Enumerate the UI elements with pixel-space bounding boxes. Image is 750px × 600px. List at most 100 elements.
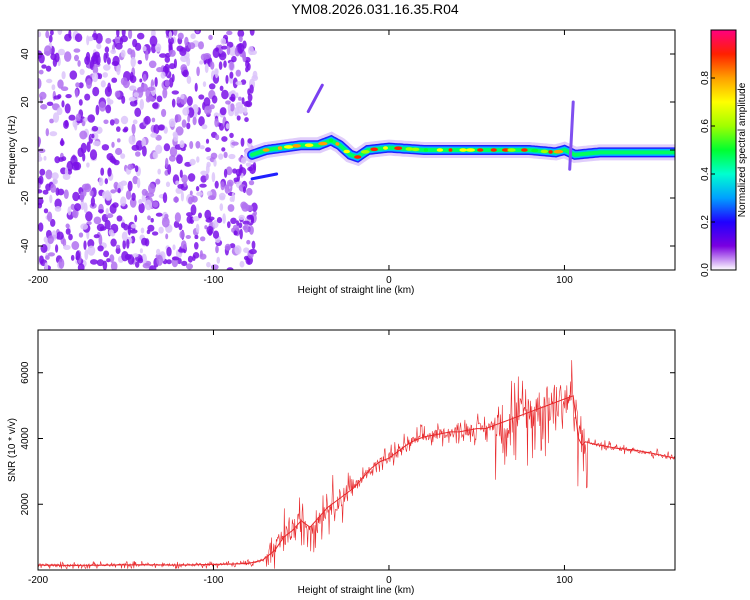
noise-blob bbox=[182, 107, 190, 116]
noise-blob bbox=[127, 163, 134, 170]
noise-blob bbox=[245, 204, 254, 212]
noise-blob bbox=[229, 196, 234, 202]
noise-blob bbox=[179, 169, 183, 178]
noise-blob bbox=[175, 187, 183, 194]
noise-blob bbox=[195, 30, 200, 34]
noise-blob bbox=[86, 78, 92, 89]
noise-blob bbox=[201, 124, 208, 130]
noise-blob bbox=[142, 262, 151, 269]
noise-blob bbox=[74, 33, 83, 43]
noise-blob bbox=[203, 97, 211, 107]
noise-blob bbox=[199, 250, 203, 258]
noise-blob bbox=[187, 255, 193, 263]
noise-blob bbox=[57, 48, 66, 56]
noise-blob bbox=[135, 151, 141, 157]
noise-blob bbox=[200, 170, 208, 176]
noise-blob bbox=[199, 183, 207, 188]
noise-blob bbox=[195, 223, 200, 233]
noise-blob bbox=[78, 232, 84, 238]
noise-blob bbox=[104, 178, 109, 185]
ridge-peak bbox=[343, 149, 351, 154]
noise-blob bbox=[106, 97, 111, 103]
ridge-peak bbox=[423, 148, 429, 152]
noise-blob bbox=[158, 124, 165, 131]
noise-blob bbox=[196, 191, 203, 196]
noise-blob bbox=[106, 258, 111, 263]
noise-blob bbox=[200, 53, 207, 61]
noise-blob bbox=[234, 245, 242, 255]
noise-blob bbox=[98, 73, 103, 80]
ridge-peak bbox=[411, 147, 420, 152]
noise-blob bbox=[79, 130, 88, 140]
noise-blob bbox=[242, 186, 247, 194]
noise-blob bbox=[251, 240, 256, 250]
noise-blob bbox=[49, 194, 53, 204]
noise-blob bbox=[102, 72, 108, 78]
noise-blob bbox=[189, 190, 193, 196]
noise-blob bbox=[164, 56, 170, 63]
noise-blob bbox=[156, 95, 163, 103]
noise-blob bbox=[56, 231, 64, 240]
noise-blob bbox=[106, 153, 114, 161]
noise-blob bbox=[242, 50, 246, 61]
colorbar-tick-label: 0.8 bbox=[700, 71, 711, 85]
noise-blob bbox=[87, 114, 95, 123]
noise-blob bbox=[150, 132, 158, 138]
noise-blob bbox=[173, 196, 180, 203]
noise-blob bbox=[45, 255, 50, 260]
noise-blob bbox=[179, 140, 185, 149]
noise-blob bbox=[198, 116, 205, 127]
noise-blob bbox=[128, 135, 136, 145]
noise-blob bbox=[211, 95, 218, 104]
noise-blob bbox=[47, 211, 53, 222]
ridge-peak bbox=[277, 146, 283, 150]
noise-blob bbox=[194, 242, 199, 250]
noise-blob bbox=[234, 107, 240, 115]
noise-blob bbox=[69, 70, 78, 80]
noise-blob bbox=[110, 261, 118, 270]
noise-blob bbox=[93, 51, 100, 59]
noise-blob bbox=[109, 203, 117, 214]
noise-blob bbox=[98, 177, 104, 186]
snr-x-axis-label: Height of straight line (km) bbox=[298, 585, 415, 596]
noise-blob bbox=[126, 238, 130, 249]
noise-blob bbox=[43, 155, 47, 161]
noise-blob bbox=[110, 238, 117, 247]
noise-blob bbox=[172, 244, 176, 251]
noise-blob bbox=[47, 252, 56, 257]
noise-blob bbox=[229, 61, 235, 71]
noise-blob bbox=[142, 45, 147, 52]
noise-blob bbox=[230, 217, 237, 224]
noise-blob bbox=[109, 254, 115, 263]
noise-blob bbox=[110, 49, 117, 55]
spectrogram-x-tick-label: -100 bbox=[203, 275, 223, 286]
noise-blob bbox=[116, 30, 120, 38]
noise-blob bbox=[216, 256, 221, 264]
noise-blob bbox=[218, 192, 226, 200]
noise-blob bbox=[131, 144, 140, 151]
ridge-peak bbox=[531, 148, 539, 153]
noise-blob bbox=[117, 187, 121, 194]
noise-blob bbox=[43, 208, 49, 214]
noise-blob bbox=[221, 89, 229, 100]
noise-blob bbox=[92, 72, 99, 83]
spectrogram-y-tick-label: -20 bbox=[20, 190, 31, 205]
noise-blob bbox=[98, 234, 103, 246]
noise-blob bbox=[226, 267, 234, 270]
noise-blob bbox=[74, 89, 79, 98]
noise-blob bbox=[228, 153, 236, 160]
colorbar-tick-label: 0.0 bbox=[700, 263, 711, 277]
noise-blob bbox=[51, 84, 56, 91]
noise-blob bbox=[208, 216, 215, 221]
noise-blob bbox=[95, 104, 100, 116]
noise-blob bbox=[127, 254, 135, 265]
noise-blob bbox=[147, 215, 151, 221]
noise-blob bbox=[132, 253, 139, 258]
ridge-peak bbox=[318, 141, 328, 146]
noise-blob bbox=[227, 221, 231, 229]
noise-blob bbox=[56, 107, 63, 116]
noise-blob bbox=[236, 115, 241, 121]
noise-blob bbox=[54, 52, 60, 63]
noise-blob bbox=[75, 113, 81, 122]
noise-blob bbox=[186, 212, 193, 217]
